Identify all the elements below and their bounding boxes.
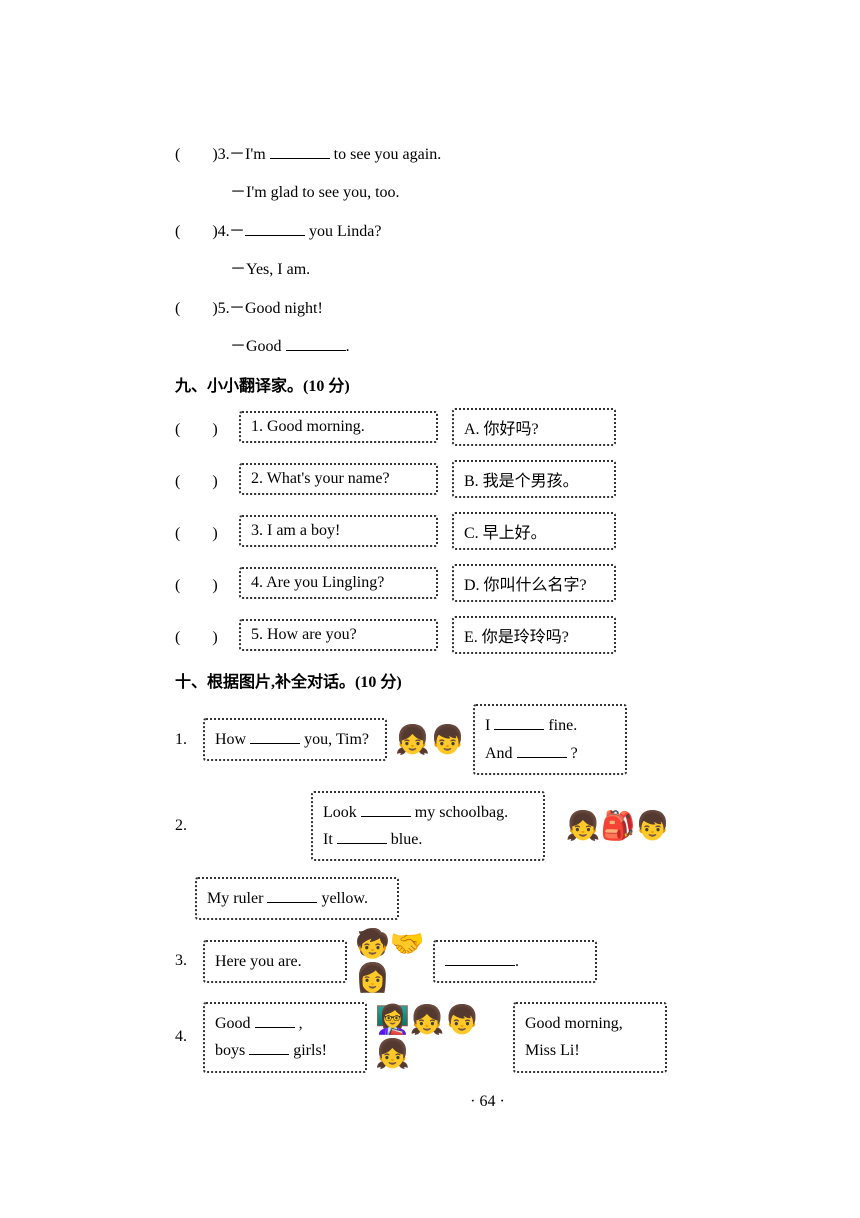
question-4-reply: －Yes, I am. [175, 255, 800, 285]
match-right-3: C. 早上好。 [452, 512, 616, 550]
dialog-2-box2: My ruler yellow. [195, 877, 399, 920]
num-4: 4. [175, 1028, 195, 1046]
q5-text: －Good night! [229, 300, 323, 317]
q3-text-a: －I'm [229, 146, 270, 163]
section-10-title: 十、根据图片,补全对话。(10 分) [175, 668, 800, 692]
dialog-3-left: Here you are. [203, 940, 347, 983]
blank-d1-2[interactable] [494, 713, 544, 730]
dialog-1: 1. How you, Tim? 👧👦 I fine. And ? [175, 704, 800, 774]
paren-3[interactable]: ( )3. [175, 140, 225, 170]
match-left-4: 4. Are you Lingling? [239, 567, 438, 599]
paren-m5[interactable]: ( ) [175, 623, 225, 647]
blank-d2-1[interactable] [361, 800, 411, 817]
schoolbag-icon: 👧🎒👦 [553, 796, 683, 856]
match-left-3: 3. I am a boy! [239, 515, 438, 547]
blank-q3[interactable] [270, 142, 330, 159]
dialog-4-right: Good morning, Miss Li! [513, 1002, 667, 1072]
blank-q4[interactable] [245, 219, 305, 236]
section-9-title: 九、小小翻译家。(10 分) [175, 372, 800, 396]
question-5: ( )5. －Good night! [175, 294, 800, 324]
q5-reply-b: . [346, 338, 350, 355]
match-left-1: 1. Good morning. [239, 411, 438, 443]
question-3-reply: －I'm glad to see you, too. [175, 178, 800, 208]
q4-text-a: － [229, 223, 245, 240]
classroom-icon: 👩‍🏫👧👦👧 [375, 1007, 505, 1067]
q5-reply-a: －Good [230, 338, 286, 355]
match-row-3: ( ) 3. I am a boy! C. 早上好。 [175, 512, 800, 550]
children-icon: 👧👦 [395, 715, 465, 765]
dialog-2: 2. Look my schoolbag. It blue. 👧🎒👦 [175, 791, 800, 861]
blank-d2-2[interactable] [337, 827, 387, 844]
dialog-1-right: I fine. And ? [473, 704, 627, 774]
match-right-1: A. 你好吗? [452, 408, 616, 446]
num-2: 2. [175, 817, 195, 835]
match-right-2: B. 我是个男孩。 [452, 460, 616, 498]
match-right-4: D. 你叫什么名字? [452, 564, 616, 602]
num-1: 1. [175, 731, 195, 749]
paren-m1[interactable]: ( ) [175, 415, 225, 439]
paren-m2[interactable]: ( ) [175, 467, 225, 491]
blank-d2-3[interactable] [267, 886, 317, 903]
num-3: 3. [175, 952, 195, 970]
giving-icon: 🧒🤝👩 [355, 936, 425, 986]
paren-5[interactable]: ( )5. [175, 294, 225, 324]
blank-d1-3[interactable] [517, 741, 567, 758]
q3-text-b: to see you again. [330, 146, 442, 163]
blank-d4-1[interactable] [255, 1011, 295, 1028]
dialog-4-left: Good , boys girls! [203, 1002, 367, 1072]
page-number: · 64 · [175, 1093, 800, 1111]
paren-m4[interactable]: ( ) [175, 571, 225, 595]
paren-4[interactable]: ( )4. [175, 217, 225, 247]
question-5-reply: －Good . [175, 332, 800, 362]
match-left-2: 2. What's your name? [239, 463, 438, 495]
blank-d1-1[interactable] [250, 727, 300, 744]
blank-d4-2[interactable] [249, 1038, 289, 1055]
worksheet-page: ( )3. －I'm to see you again. －I'm glad t… [0, 0, 860, 1151]
match-row-5: ( ) 5. How are you? E. 你是玲玲吗? [175, 616, 800, 654]
q4-text-b: you Linda? [305, 223, 381, 240]
question-4: ( )4. － you Linda? [175, 217, 800, 247]
match-right-5: E. 你是玲玲吗? [452, 616, 616, 654]
match-row-4: ( ) 4. Are you Lingling? D. 你叫什么名字? [175, 564, 800, 602]
dialog-3-right: . [433, 940, 597, 983]
dialog-1-left: How you, Tim? [203, 718, 387, 761]
dialog-3: 3. Here you are. 🧒🤝👩 . [175, 936, 800, 986]
match-row-1: ( ) 1. Good morning. A. 你好吗? [175, 408, 800, 446]
dialog-4: 4. Good , boys girls! 👩‍🏫👧👦👧 Good mornin… [175, 1002, 800, 1072]
dialog-2b: My ruler yellow. [195, 877, 800, 920]
blank-q5[interactable] [286, 334, 346, 351]
blank-d3-1[interactable] [445, 949, 515, 966]
paren-m3[interactable]: ( ) [175, 519, 225, 543]
question-3: ( )3. －I'm to see you again. [175, 140, 800, 170]
match-left-5: 5. How are you? [239, 619, 438, 651]
match-row-2: ( ) 2. What's your name? B. 我是个男孩。 [175, 460, 800, 498]
dialog-2-box1: Look my schoolbag. It blue. [311, 791, 545, 861]
